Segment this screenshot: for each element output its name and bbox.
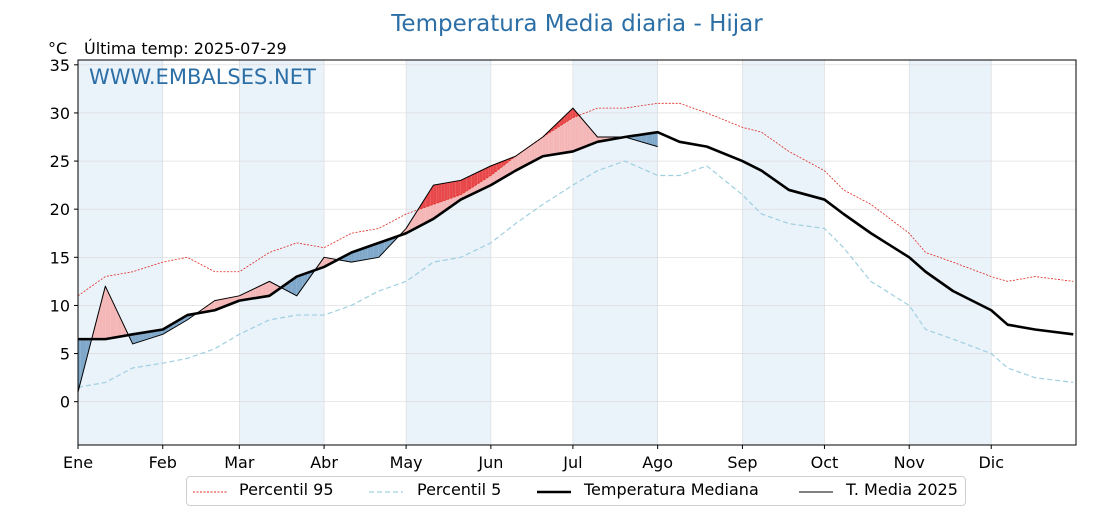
anomaly-warm bbox=[581, 118, 584, 148]
anomaly-extreme-warm bbox=[453, 181, 456, 197]
legend-sample-2025 bbox=[799, 490, 833, 494]
anomaly-warm bbox=[108, 292, 111, 339]
anomaly-warm bbox=[526, 147, 529, 165]
anomaly-warm bbox=[256, 287, 259, 298]
anomaly-warm bbox=[546, 132, 549, 156]
anomaly-extreme-warm bbox=[444, 183, 447, 201]
legend-item-p95: Percentil 95 bbox=[193, 480, 334, 499]
anomaly-extreme-warm bbox=[464, 178, 467, 193]
month-band bbox=[406, 60, 491, 445]
anomaly-warm bbox=[578, 115, 581, 150]
plot-area: 0 5 10 15 20 25 30 35 Ene Feb Mar Abr May Jun Jul Ago Se… bbox=[50, 56, 1076, 472]
anomaly-warm bbox=[535, 141, 538, 161]
anomaly-warm bbox=[529, 145, 532, 164]
y-tick-label: 10 bbox=[50, 296, 70, 315]
anomaly-extreme-warm bbox=[439, 184, 442, 203]
month-band bbox=[742, 60, 824, 445]
anomaly-warm bbox=[267, 281, 270, 296]
legend-sample-median bbox=[537, 490, 571, 494]
y-tick-label: 0 bbox=[60, 393, 70, 412]
x-tick-label: Ene bbox=[63, 453, 93, 472]
x-tick-label: Mar bbox=[224, 453, 255, 472]
anomaly-warm bbox=[537, 139, 540, 159]
legend-item-2025: T. Media 2025 bbox=[799, 480, 958, 499]
anomaly-cold bbox=[652, 133, 655, 146]
y-tick-label: 5 bbox=[60, 345, 70, 364]
anomaly-warm bbox=[261, 284, 264, 297]
anomaly-cold bbox=[376, 243, 379, 258]
anomaly-cold bbox=[649, 133, 652, 145]
anomaly-warm bbox=[584, 121, 587, 147]
month-band bbox=[909, 60, 991, 445]
anomaly-cold bbox=[655, 132, 658, 146]
anomaly-warm bbox=[264, 283, 267, 297]
anomaly-extreme-warm bbox=[469, 175, 472, 189]
anomaly-extreme-warm bbox=[466, 176, 469, 191]
legend: Percentil 95 Percentil 5 Temperatura Med… bbox=[186, 476, 966, 506]
x-tick-label: May bbox=[390, 453, 423, 472]
anomaly-extreme-warm bbox=[436, 184, 439, 203]
x-tick-label: Abr bbox=[310, 453, 338, 472]
anomaly-extreme-warm bbox=[450, 182, 453, 199]
x-tick-label: Ago bbox=[642, 453, 673, 472]
anomaly-warm bbox=[540, 137, 543, 158]
x-tick-label: Dic bbox=[978, 453, 1004, 472]
chart-title: Temperatura Media diaria - Hijar bbox=[390, 11, 763, 37]
y-tick-label: 35 bbox=[50, 56, 70, 75]
month-band bbox=[78, 60, 163, 445]
anomaly-extreme-warm bbox=[455, 181, 458, 197]
legend-label-2025: T. Media 2025 bbox=[846, 480, 958, 499]
anomaly-warm bbox=[532, 143, 535, 162]
month-band bbox=[239, 60, 324, 445]
anomaly-extreme-warm bbox=[461, 179, 464, 195]
legend-sample-p5 bbox=[369, 490, 403, 494]
legend-item-median: Temperatura Mediana bbox=[537, 480, 759, 499]
legend-sample-p95 bbox=[193, 490, 227, 494]
month-band bbox=[573, 60, 658, 445]
y-tick-label: 25 bbox=[50, 152, 70, 171]
legend-label-median: Temperatura Mediana bbox=[584, 480, 759, 499]
x-tick-label: Nov bbox=[894, 453, 925, 472]
x-tick-label: Oct bbox=[811, 453, 839, 472]
anomaly-warm bbox=[258, 285, 261, 297]
y-tick-label: 15 bbox=[50, 248, 70, 267]
x-tick-label: Jun bbox=[477, 453, 503, 472]
watermark: WWW.EMBALSES.NET bbox=[89, 65, 316, 89]
y-tick-label: 30 bbox=[50, 104, 70, 123]
anomaly-extreme-warm bbox=[474, 172, 477, 186]
y-tick-label: 20 bbox=[50, 200, 70, 219]
last-temp-label: Última temp: 2025-07-29 bbox=[84, 39, 287, 58]
legend-label-p95: Percentil 95 bbox=[239, 480, 334, 499]
anomaly-warm bbox=[576, 111, 579, 150]
anomaly-warm bbox=[543, 134, 546, 156]
anomaly-extreme-warm bbox=[458, 180, 461, 195]
legend-item-p5: Percentil 5 bbox=[369, 480, 501, 499]
anomaly-extreme-warm bbox=[442, 183, 445, 201]
anomaly-extreme-warm bbox=[447, 182, 450, 199]
anomaly-extreme-warm bbox=[472, 174, 475, 188]
x-tick-label: Sep bbox=[727, 453, 757, 472]
anomaly-extreme-warm bbox=[433, 185, 436, 205]
legend-label-p5: Percentil 5 bbox=[417, 480, 501, 499]
x-tick-label: Feb bbox=[149, 453, 177, 472]
anomaly-extreme-warm bbox=[477, 171, 480, 184]
anomaly-warm bbox=[105, 286, 108, 339]
x-tick-label: Jul bbox=[562, 453, 582, 472]
